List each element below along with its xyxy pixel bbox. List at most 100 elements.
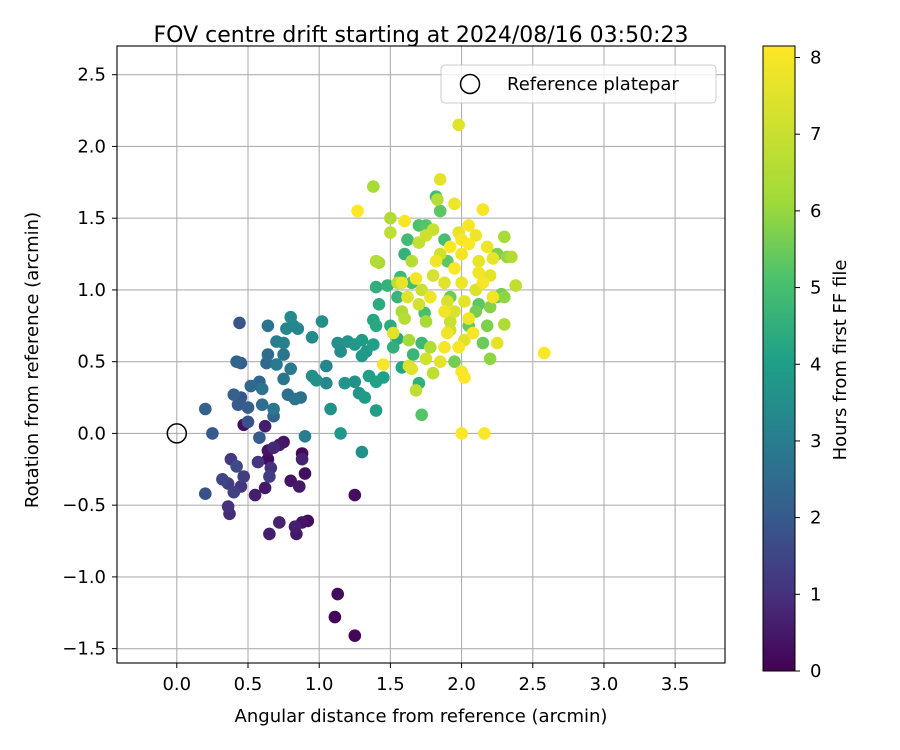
data-point [351,204,364,218]
data-point [424,290,437,304]
y-tick-label: −1.5 [62,639,106,660]
data-point [384,226,397,239]
data-point [412,298,426,311]
data-point [221,500,235,513]
data-point [498,290,511,304]
data-point [248,488,262,502]
data-point [270,358,283,371]
data-point [441,295,454,308]
data-point [386,341,400,354]
data-point [402,333,416,347]
plot-frame [116,45,726,664]
data-point [369,404,383,417]
data-point [293,480,306,493]
data-point [490,336,504,350]
data-point [472,254,486,268]
data-point [320,359,333,373]
data-point [261,348,275,361]
data-point [483,300,497,314]
colorbar-tick-label: 3 [810,431,821,452]
data-point [263,527,276,541]
data-point [258,481,272,495]
data-point [505,250,518,264]
colorbar-gradient [762,45,796,672]
data-point [367,338,380,351]
y-tick-label: −1.0 [62,567,106,588]
reference-marker [166,423,188,444]
y-axis-ticks: −1.5 −1.0 −0.5 0.0 0.5 1.0 1.5 2.0 2.5 [62,65,117,660]
scatter-points [199,118,551,642]
data-point [452,341,466,354]
data-point [462,312,476,325]
data-point [305,331,319,344]
data-point [472,266,486,280]
colorbar: 0 1 2 3 4 5 6 7 8 Hours from first FF file [762,45,851,682]
data-point [216,473,229,486]
y-tick-label: 2.5 [77,65,106,86]
data-point [452,118,466,132]
data-point [433,355,447,369]
data-point [455,247,468,261]
data-point [348,629,362,642]
data-point [267,402,280,416]
data-point [199,402,212,416]
data-point [509,279,522,292]
data-point [277,336,290,350]
data-point [537,346,551,360]
data-point [261,319,275,333]
grid [117,46,725,663]
data-point [338,376,352,390]
data-point [419,352,433,366]
data-point [426,269,440,282]
data-point [291,322,305,336]
data-point [419,229,433,242]
data-point [462,237,476,251]
data-point [480,240,494,254]
data-point [486,290,500,304]
y-tick-label: 1.5 [77,208,106,229]
data-point [255,398,269,412]
data-point [466,326,480,340]
data-point [406,348,420,361]
data-point [310,374,323,387]
data-point [315,315,329,328]
legend: Reference platepar [440,64,717,104]
data-point [448,262,461,275]
data-point [258,419,272,433]
legend-frame [440,64,717,104]
data-point [298,467,312,480]
colorbar-tick-label: 4 [810,354,821,375]
data-point [391,290,404,304]
data-point [398,312,411,325]
data-point [386,326,400,340]
reference-platepar-marker [166,423,188,444]
colorbar-tick-label: 1 [810,584,821,605]
data-point [424,341,437,354]
data-point [355,333,369,347]
data-point [241,415,255,429]
axes [116,45,726,664]
data-point [409,272,423,285]
data-point [483,352,497,366]
data-point [498,318,511,331]
x-tick-label: 0.5 [234,674,263,695]
y-tick-label: 2.0 [77,136,106,157]
y-tick-label: 0.5 [77,352,106,373]
data-point [443,240,457,254]
data-point [230,355,243,369]
x-tick-label: 3.5 [661,674,690,695]
data-point [448,305,461,318]
data-point [324,402,337,416]
data-point [253,431,266,445]
x-tick-label: 2.0 [447,674,476,695]
colorbar-tick-label: 2 [810,508,821,529]
data-point [469,229,483,242]
data-point [277,348,290,361]
data-point [227,485,241,499]
x-tick-label: 2.5 [518,674,547,695]
data-point [244,379,258,393]
y-axis-label: Rotation from reference (arcmin) [22,212,43,508]
data-point [476,276,490,290]
data-point [295,452,309,466]
